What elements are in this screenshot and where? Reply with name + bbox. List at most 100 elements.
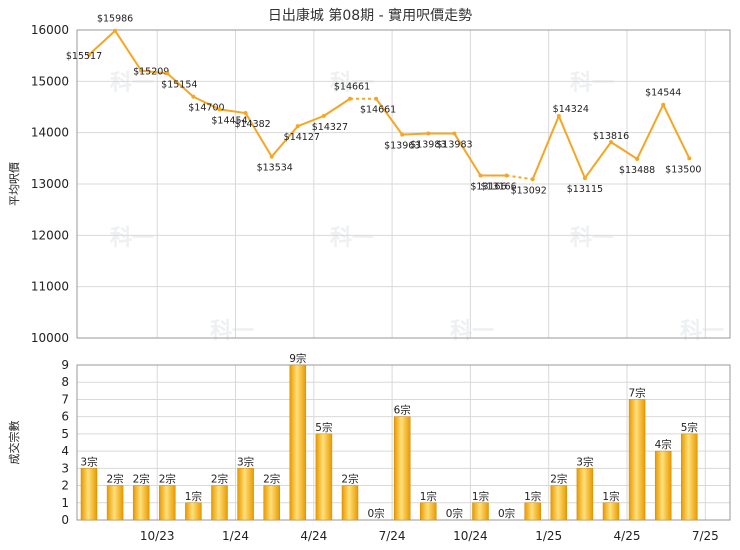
transaction-bar: [315, 433, 333, 521]
line-y-tick-label: 10000: [31, 331, 69, 345]
watermark-text: 科一: [570, 71, 614, 96]
line-y-tick-label: 14000: [31, 126, 69, 140]
price-point: [452, 131, 457, 136]
bar-y-tick-label: 0: [61, 513, 69, 527]
transaction-bar: [393, 416, 411, 521]
transaction-bar: [80, 468, 98, 521]
bar-data-label: 2宗: [550, 473, 567, 486]
bar-data-label: 0宗: [368, 507, 385, 520]
transaction-bar: [132, 485, 150, 521]
bar-y-tick-label: 8: [61, 375, 69, 389]
x-tick-label: 10/23: [140, 529, 175, 543]
transaction-bar: [289, 364, 307, 521]
price-point: [400, 132, 405, 137]
price-point: [165, 71, 170, 76]
transaction-bar: [654, 450, 672, 521]
x-tick-label: 10/24: [453, 529, 488, 543]
price-line-segment: [88, 29, 116, 56]
bar-data-label: 2宗: [159, 473, 176, 486]
bar-data-label: 1宗: [185, 490, 202, 503]
watermark-text: 科一: [210, 319, 254, 344]
watermark-text: 科一: [570, 226, 614, 251]
price-data-label: $14661: [360, 105, 396, 116]
watermark-text: 科一: [680, 319, 724, 344]
transaction-bar: [472, 502, 489, 521]
transaction-bar: [211, 485, 228, 521]
x-tick-label: 7/25: [692, 529, 719, 543]
x-tick-label: 1/25: [535, 529, 562, 543]
price-data-label: $13166: [480, 181, 516, 192]
bar-y-tick-label: 1: [61, 496, 69, 510]
price-data-label: $13983: [436, 140, 472, 151]
price-point: [217, 107, 222, 112]
watermark-text: 科一: [450, 319, 494, 344]
watermark-text: 科一: [110, 226, 154, 251]
bar-data-label: 1宗: [524, 490, 541, 503]
price-data-label: $13983: [410, 140, 446, 151]
price-line-segment: [192, 95, 220, 111]
price-point: [582, 176, 587, 181]
bar-data-label: 5宗: [315, 421, 332, 434]
price-data-label: $14127: [284, 132, 320, 143]
price-line-segment: [166, 72, 195, 98]
transaction-bar: [602, 502, 620, 521]
transaction-bar: [341, 485, 359, 521]
price-data-label: $15209: [133, 67, 169, 78]
price-data-label: $13115: [567, 184, 603, 195]
bar-y-axis-label: 成交宗數: [7, 421, 21, 465]
price-data-label: $13534: [257, 163, 293, 174]
price-point: [609, 140, 613, 145]
watermark-text: 科一: [330, 226, 374, 251]
transaction-bar: [628, 399, 646, 521]
bar-y-tick-label: 6: [61, 410, 69, 424]
watermark-text: 科一: [330, 71, 374, 96]
price-line-segment: [506, 174, 533, 181]
price-data-label: $13488: [619, 165, 655, 176]
price-point: [269, 154, 274, 159]
price-data-label: $14327: [312, 122, 348, 133]
price-line-segment: [270, 125, 299, 158]
price-line-segment: [610, 141, 638, 160]
bar-data-label: 1宗: [420, 490, 437, 503]
bar-data-label: 0宗: [498, 507, 515, 520]
line-y-tick-label: 15000: [31, 74, 69, 88]
price-data-label: $15986: [97, 14, 133, 25]
bar-y-tick-label: 2: [61, 479, 69, 493]
line-y-tick-label: 13000: [31, 177, 69, 191]
price-line-segment: [662, 104, 691, 159]
price-data-label: $14454: [211, 115, 247, 126]
line-y-tick-label: 16000: [31, 23, 69, 37]
transaction-bar: [681, 433, 698, 521]
bar-y-tick-label: 4: [61, 444, 69, 458]
price-point: [556, 114, 561, 119]
transaction-bar: [263, 485, 280, 521]
price-line-segment: [453, 133, 482, 177]
bar-data-label: 3宗: [80, 455, 97, 468]
bar-data-label: 3宗: [576, 455, 593, 468]
transaction-bar: [576, 468, 594, 521]
bar-data-label: 7宗: [629, 386, 646, 399]
line-y-tick-label: 12000: [31, 228, 69, 242]
price-point: [243, 111, 248, 116]
price-line-segment: [114, 30, 143, 72]
price-data-label: $13092: [511, 185, 547, 196]
price-line-segment: [141, 69, 168, 75]
bar-data-label: 5宗: [681, 421, 698, 434]
price-line-segment: [531, 115, 560, 180]
transaction-bar: [185, 502, 202, 521]
price-point: [191, 94, 196, 99]
price-line-segment: [323, 97, 351, 117]
bar-data-label: 1宗: [602, 490, 619, 503]
transaction-bar: [550, 485, 568, 521]
transaction-bar-chart: 0 1 2 3 4 5 6 7 8 9 10/23 1/24 4/24 7/24 10/24 1/25 4/25…: [7, 352, 731, 543]
price-point: [295, 124, 300, 129]
transaction-bar: [420, 502, 437, 521]
price-point: [374, 96, 379, 101]
price-point: [87, 52, 91, 57]
transaction-bar: [237, 468, 254, 521]
transaction-bar: [106, 485, 124, 521]
price-point: [113, 28, 118, 33]
price-data-label: $14700: [188, 103, 224, 114]
bar-data-label: 9宗: [289, 352, 306, 365]
